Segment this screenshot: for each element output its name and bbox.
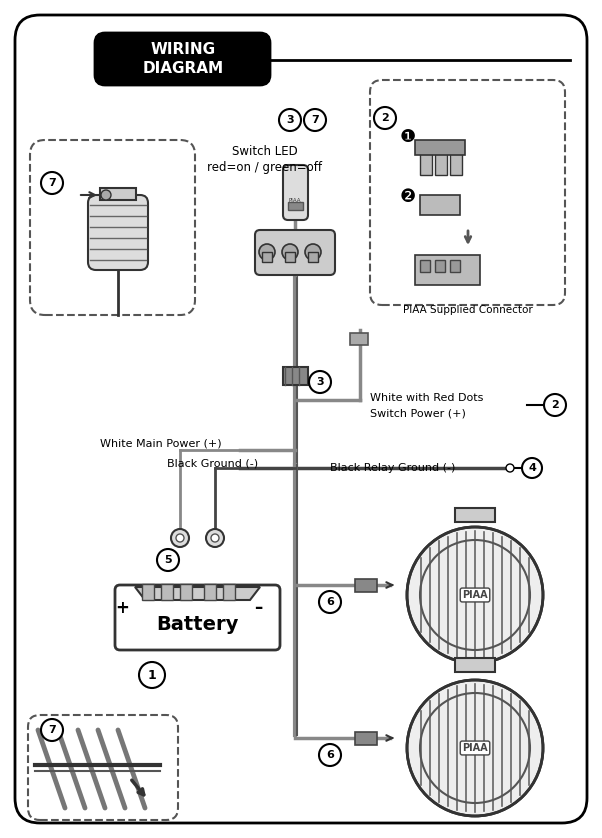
Circle shape xyxy=(374,107,396,129)
Bar xyxy=(450,150,462,175)
Text: 4: 4 xyxy=(528,463,536,473)
Circle shape xyxy=(41,719,63,741)
Bar xyxy=(180,584,192,600)
Text: White Main Power (+): White Main Power (+) xyxy=(100,438,222,448)
Text: 7: 7 xyxy=(48,178,56,188)
Bar xyxy=(223,584,235,600)
Bar xyxy=(161,584,173,600)
Text: 7: 7 xyxy=(48,725,56,735)
Bar xyxy=(283,367,308,385)
Circle shape xyxy=(211,534,219,542)
Text: 2: 2 xyxy=(551,400,559,410)
Circle shape xyxy=(176,534,184,542)
Text: PIAA Supplied Connector: PIAA Supplied Connector xyxy=(403,305,533,315)
Text: 1: 1 xyxy=(147,669,157,681)
Circle shape xyxy=(309,371,331,393)
Circle shape xyxy=(304,109,326,131)
Bar xyxy=(308,252,318,262)
Text: PIAA: PIAA xyxy=(462,590,488,600)
Circle shape xyxy=(407,527,543,663)
FancyBboxPatch shape xyxy=(255,230,335,275)
Bar xyxy=(435,150,447,175)
Bar xyxy=(455,508,495,522)
Circle shape xyxy=(41,172,63,194)
FancyBboxPatch shape xyxy=(30,140,195,315)
Bar xyxy=(100,188,136,200)
Text: White with Red Dots: White with Red Dots xyxy=(370,393,483,403)
Bar xyxy=(455,658,495,672)
Circle shape xyxy=(319,591,341,613)
Bar xyxy=(420,260,430,272)
Text: –: – xyxy=(254,599,262,617)
Bar xyxy=(350,333,368,345)
Circle shape xyxy=(305,244,321,260)
Text: 6: 6 xyxy=(326,750,334,760)
Circle shape xyxy=(259,244,275,260)
Text: 5: 5 xyxy=(164,555,172,565)
Text: 2: 2 xyxy=(381,113,389,123)
Text: Switch LED
red=on / green=off: Switch LED red=on / green=off xyxy=(208,145,323,174)
Text: Black Ground (-): Black Ground (-) xyxy=(167,458,258,468)
Circle shape xyxy=(279,109,301,131)
Circle shape xyxy=(139,662,165,688)
Bar xyxy=(142,584,154,600)
Text: PIAA: PIAA xyxy=(462,743,488,753)
Bar xyxy=(262,252,272,262)
Circle shape xyxy=(522,458,542,478)
Polygon shape xyxy=(135,587,260,600)
Text: 3: 3 xyxy=(316,377,324,387)
Text: Battery: Battery xyxy=(156,615,238,634)
Circle shape xyxy=(171,529,189,547)
FancyBboxPatch shape xyxy=(15,15,587,823)
Text: Black Relay Ground (-): Black Relay Ground (-) xyxy=(330,463,455,473)
Bar xyxy=(204,584,216,600)
Bar xyxy=(355,732,377,745)
Text: ❷: ❷ xyxy=(400,188,416,206)
Bar xyxy=(355,579,377,592)
FancyBboxPatch shape xyxy=(88,195,148,270)
Bar xyxy=(435,260,445,272)
FancyBboxPatch shape xyxy=(28,715,178,820)
Circle shape xyxy=(407,680,543,816)
Circle shape xyxy=(157,549,179,571)
Circle shape xyxy=(206,529,224,547)
Circle shape xyxy=(544,394,566,416)
Bar xyxy=(420,150,432,175)
FancyBboxPatch shape xyxy=(370,80,565,305)
Bar xyxy=(415,255,480,285)
Bar xyxy=(288,202,303,210)
FancyBboxPatch shape xyxy=(95,33,270,85)
Circle shape xyxy=(282,244,298,260)
Text: 3: 3 xyxy=(286,115,294,125)
Text: 6: 6 xyxy=(326,597,334,607)
Bar xyxy=(420,195,460,215)
FancyBboxPatch shape xyxy=(283,165,308,220)
Text: +: + xyxy=(115,599,129,617)
FancyBboxPatch shape xyxy=(115,585,280,650)
Text: ❶: ❶ xyxy=(400,128,416,146)
Text: WIRING
DIAGRAM: WIRING DIAGRAM xyxy=(143,42,223,75)
Circle shape xyxy=(506,464,514,472)
Text: PIAA: PIAA xyxy=(289,198,301,203)
Bar xyxy=(285,252,295,262)
Circle shape xyxy=(101,190,111,200)
Text: 7: 7 xyxy=(311,115,319,125)
Circle shape xyxy=(319,744,341,766)
Text: Switch Power (+): Switch Power (+) xyxy=(370,408,466,418)
Bar xyxy=(450,260,460,272)
Bar xyxy=(415,140,465,155)
